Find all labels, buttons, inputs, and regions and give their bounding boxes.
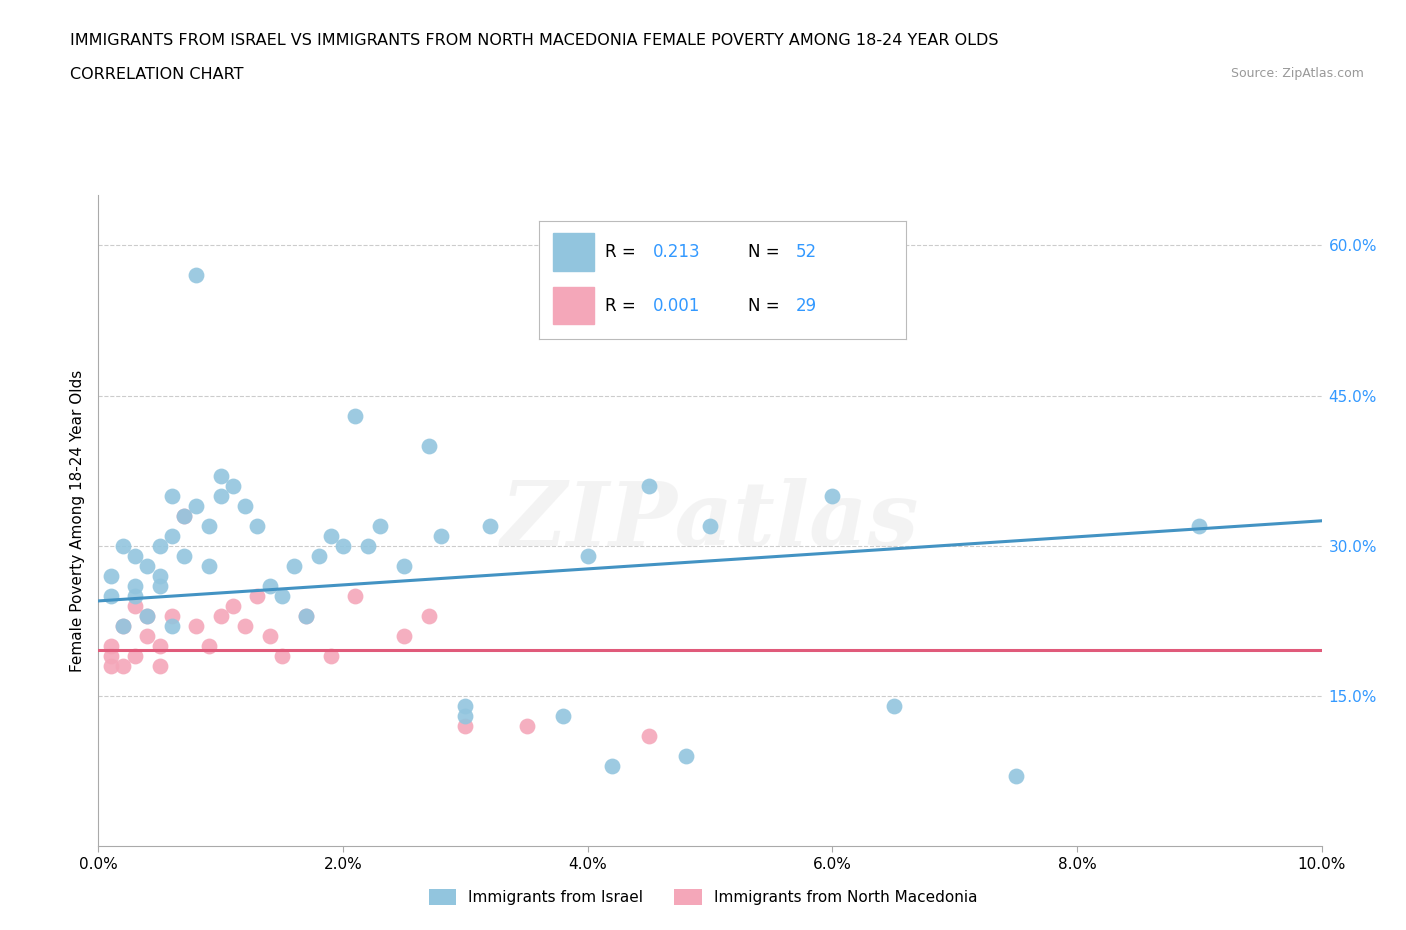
Point [100,568,122,583]
Point [454,698,477,713]
Point [124,599,146,614]
Point [344,589,367,604]
Point [124,549,146,564]
Point [173,549,195,564]
Point [209,469,232,484]
Point [186,498,208,513]
Point [233,498,256,513]
Point [197,639,219,654]
Point [149,568,172,583]
Text: N =: N = [748,243,785,260]
Point [149,538,172,553]
Point [883,698,905,713]
Point [637,478,661,493]
Point [1004,769,1026,784]
Point [356,538,378,553]
Point [100,648,122,663]
Point [160,618,183,633]
Text: IMMIGRANTS FROM ISRAEL VS IMMIGRANTS FROM NORTH MACEDONIA FEMALE POVERTY AMONG 1: IMMIGRANTS FROM ISRAEL VS IMMIGRANTS FRO… [70,33,998,47]
Text: 29: 29 [796,297,817,314]
Point [100,658,122,673]
Point [111,618,134,633]
Point [160,488,183,503]
Point [111,618,134,633]
Point [136,629,159,644]
Point [136,608,159,623]
Point [637,729,661,744]
Point [233,618,256,633]
Point [454,709,477,724]
Point [392,558,416,573]
Bar [554,233,593,271]
Point [699,518,721,533]
Point [149,639,172,654]
Text: Source: ZipAtlas.com: Source: ZipAtlas.com [1230,67,1364,80]
Point [392,629,416,644]
Point [197,518,219,533]
Point [124,648,146,663]
Point [209,488,232,503]
Point [454,719,477,734]
Point [553,709,575,724]
Point [308,549,330,564]
Text: 0.001: 0.001 [652,297,700,314]
Point [516,719,538,734]
Point [173,509,195,524]
Point [149,578,172,593]
Point [186,618,208,633]
Point [197,558,219,573]
Point [576,549,599,564]
Point [418,438,440,453]
Point [222,478,245,493]
Text: R =: R = [605,243,641,260]
Point [111,538,134,553]
Point [186,268,208,283]
Point [160,528,183,543]
Point [222,599,245,614]
Text: 0.213: 0.213 [652,243,700,260]
Text: ZIPatlas: ZIPatlas [502,477,918,565]
Point [319,648,342,663]
Bar [554,287,593,325]
Point [368,518,391,533]
Point [344,408,367,423]
Point [160,608,183,623]
Point [111,658,134,673]
Point [675,749,697,764]
Point [209,608,232,623]
Point [430,528,453,543]
Point [270,589,292,604]
Point [259,629,281,644]
Point [259,578,281,593]
Text: 52: 52 [796,243,817,260]
Legend: Immigrants from Israel, Immigrants from North Macedonia: Immigrants from Israel, Immigrants from … [422,882,984,913]
Text: R =: R = [605,297,641,314]
Point [100,589,122,604]
Point [418,608,440,623]
Point [270,648,292,663]
Text: CORRELATION CHART: CORRELATION CHART [70,67,243,82]
Point [600,759,623,774]
Point [246,589,269,604]
Point [124,589,146,604]
Point [173,509,195,524]
Point [100,639,122,654]
Point [295,608,318,623]
Point [332,538,354,553]
Text: N =: N = [748,297,785,314]
Point [319,528,342,543]
Point [149,658,172,673]
Point [821,488,844,503]
Point [283,558,305,573]
Point [246,518,269,533]
Point [136,608,159,623]
Point [295,608,318,623]
Point [124,578,146,593]
Point [1188,518,1211,533]
Point [478,518,501,533]
Y-axis label: Female Poverty Among 18-24 Year Olds: Female Poverty Among 18-24 Year Olds [69,370,84,672]
Point [136,558,159,573]
